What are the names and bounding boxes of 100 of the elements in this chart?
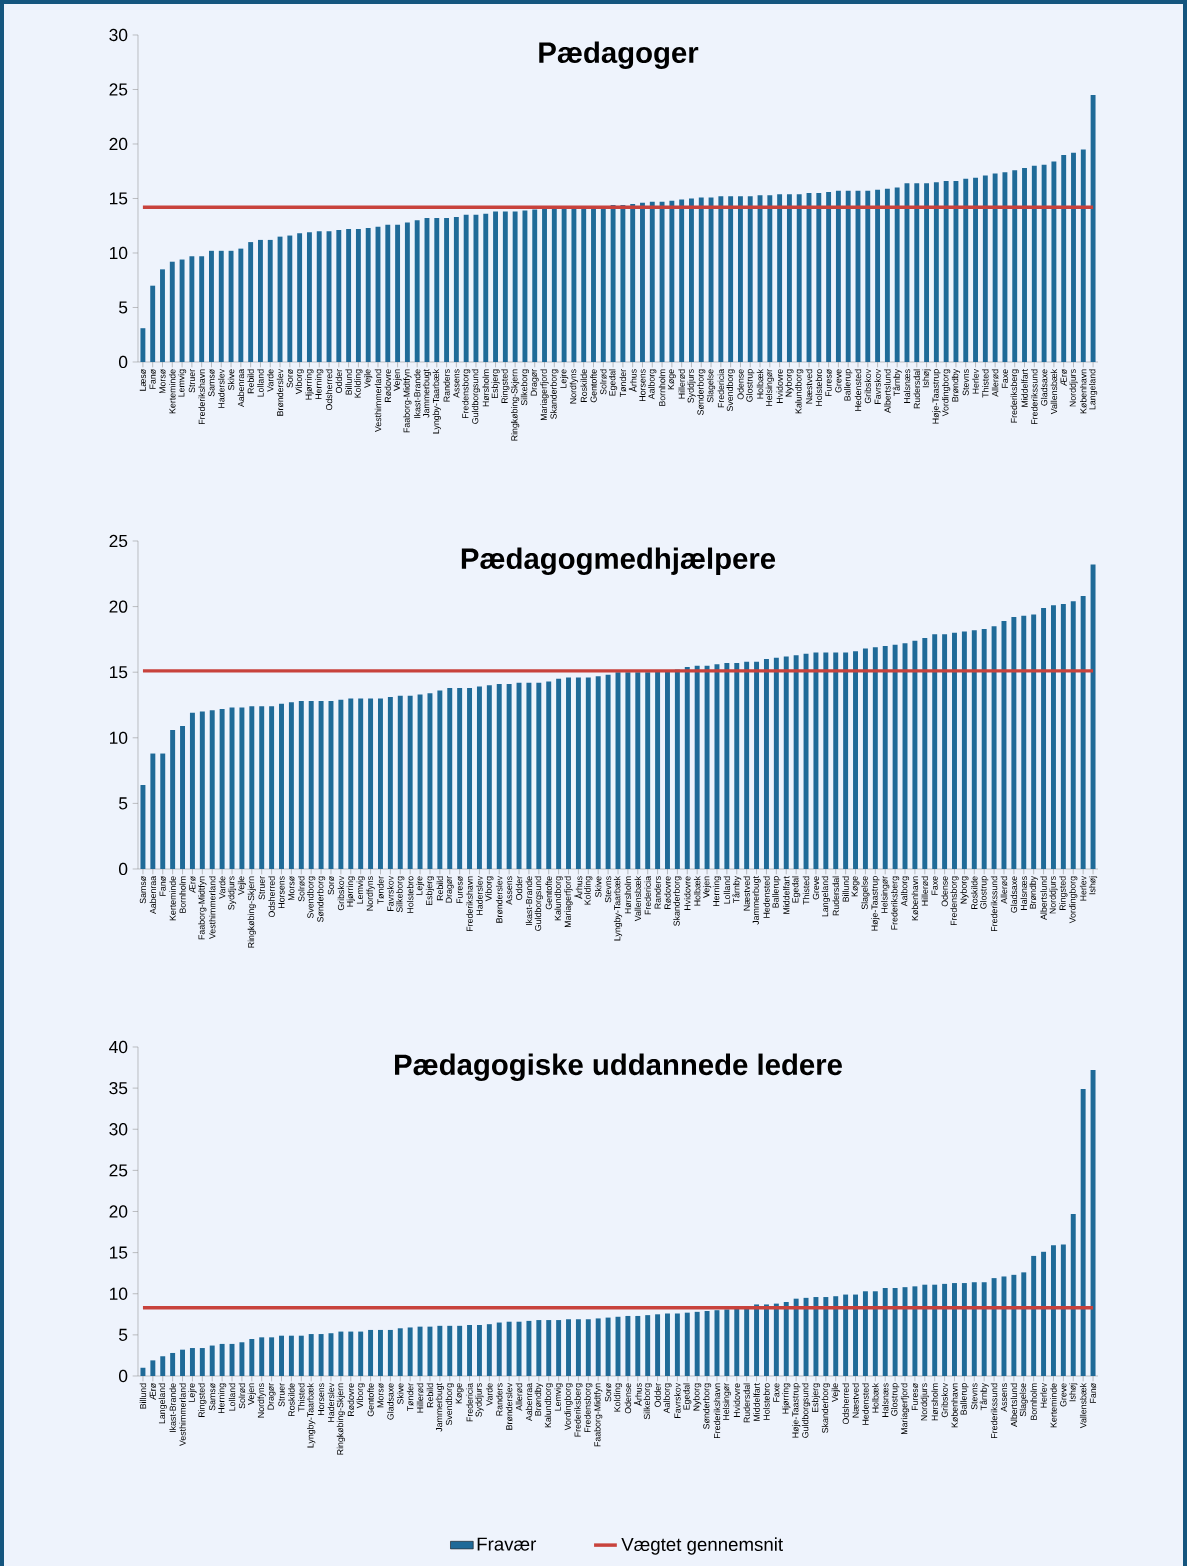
bar xyxy=(506,684,512,869)
bar xyxy=(763,659,769,869)
bar xyxy=(872,647,878,869)
bar xyxy=(532,209,538,362)
x-tick-label: Brøndby xyxy=(1029,875,1038,909)
x-tick-label: Greve xyxy=(812,876,820,900)
bar xyxy=(835,190,841,362)
bar xyxy=(387,697,393,869)
bar xyxy=(348,1331,354,1376)
x-tick-label: Lemvig xyxy=(177,369,187,397)
x-tick-label: Solrød xyxy=(298,876,305,902)
x-tick-label: Kalundborg xyxy=(795,369,804,414)
bar xyxy=(209,250,214,362)
bar xyxy=(239,1342,245,1376)
bar xyxy=(496,1322,502,1376)
x-tick-label: Furesø xyxy=(456,876,463,904)
x-tick-label: Odsherred xyxy=(842,1383,849,1425)
x-tick-label: Svendborg xyxy=(445,1383,454,1426)
bar xyxy=(249,1338,255,1376)
bar xyxy=(1061,154,1067,362)
bar xyxy=(922,638,928,869)
x-tick-label: Fredensborg xyxy=(584,1383,593,1433)
x-tick-label: Hjørring xyxy=(782,1383,791,1414)
bar xyxy=(833,652,839,869)
bar xyxy=(259,1337,265,1376)
x-tick-label: Varde xyxy=(218,876,226,899)
bar xyxy=(358,1331,364,1376)
x-tick-label: Nordfyns xyxy=(569,369,579,404)
bar xyxy=(961,631,967,869)
x-tick-label: Ringkøbing-Skjern xyxy=(247,876,256,948)
x-tick-label: Assens xyxy=(506,876,513,905)
bar xyxy=(318,701,324,869)
bar xyxy=(575,1319,581,1376)
bar xyxy=(407,695,413,869)
x-tick-label: Halsnæs xyxy=(1020,876,1027,910)
x-tick-label: Skive xyxy=(227,369,235,391)
x-tick-label: Albertslund xyxy=(1010,1383,1018,1427)
x-tick-label: Thisted xyxy=(982,369,989,398)
x-tick-label: København xyxy=(911,876,919,921)
x-tick-label: Allerød xyxy=(991,369,999,397)
bar xyxy=(298,1335,304,1376)
x-tick-label: Holbæk xyxy=(693,875,701,906)
bar xyxy=(160,1356,166,1376)
x-tick-label: Billund xyxy=(139,1383,147,1409)
bar xyxy=(486,685,492,869)
x-tick-label: Hillerød xyxy=(416,1383,424,1413)
x-tick-label: Ballerup xyxy=(844,369,853,401)
bar xyxy=(502,211,508,362)
x-tick-label: Egedal xyxy=(608,369,618,396)
x-tick-label: Gladsaxe xyxy=(1040,369,1048,406)
x-tick-label: Lejre xyxy=(560,369,569,388)
bar xyxy=(1060,603,1066,869)
x-tick-label: Halsnæs xyxy=(903,369,911,403)
x-tick-label: Skanderborg xyxy=(673,876,682,926)
bar xyxy=(1080,149,1086,362)
x-tick-label: Brønderslev xyxy=(276,368,284,416)
bar xyxy=(365,227,371,362)
bar xyxy=(407,1327,413,1376)
y-tick-label: 20 xyxy=(109,600,128,613)
bar xyxy=(180,1349,186,1376)
x-tick-label: Næstved xyxy=(805,369,813,404)
bar xyxy=(522,210,528,362)
bar xyxy=(882,645,888,869)
x-tick-label: Nyborg xyxy=(960,876,969,904)
bar xyxy=(737,196,743,362)
bar xyxy=(556,1320,562,1376)
x-tick-label: Middelfart xyxy=(783,875,790,914)
x-tick-label: Brøndby xyxy=(951,368,961,402)
x-tick-label: Nordfyns xyxy=(257,1383,266,1418)
bar xyxy=(793,1298,799,1376)
x-tick-label: Aabenraa xyxy=(149,875,157,915)
x-tick-label: Fredericia xyxy=(466,1382,473,1422)
x-tick-label: Guldborgsund xyxy=(534,876,543,931)
bar xyxy=(773,1303,779,1376)
x-tick-label: Rødovre xyxy=(664,876,671,909)
bar xyxy=(551,208,557,362)
bar xyxy=(1031,614,1037,869)
x-tick-label: Ærø xyxy=(189,876,196,893)
bar xyxy=(704,665,710,869)
x-tick-label: Køge xyxy=(667,369,676,390)
bar xyxy=(1080,1088,1086,1376)
x-tick-label: Frederikshavn xyxy=(198,369,205,424)
x-tick-label: Lemvig xyxy=(356,876,365,904)
bar xyxy=(793,655,799,869)
bar xyxy=(605,1317,611,1376)
bar xyxy=(417,1326,423,1376)
bar xyxy=(786,194,792,362)
bar xyxy=(209,710,215,869)
bar xyxy=(645,672,651,869)
bar xyxy=(218,250,224,362)
y-tick-label: 0 xyxy=(118,1369,128,1383)
bar xyxy=(777,194,783,362)
bar xyxy=(387,1329,393,1376)
x-tick-label: Norddjurs xyxy=(1049,876,1058,914)
x-tick-label: Varde xyxy=(267,369,274,392)
x-tick-label: Nyborg xyxy=(693,1383,702,1411)
bar xyxy=(714,664,720,869)
x-tick-label: Skanderborg xyxy=(550,369,559,419)
x-tick-label: Høje-Taastrup xyxy=(932,369,941,424)
bar xyxy=(843,652,849,869)
